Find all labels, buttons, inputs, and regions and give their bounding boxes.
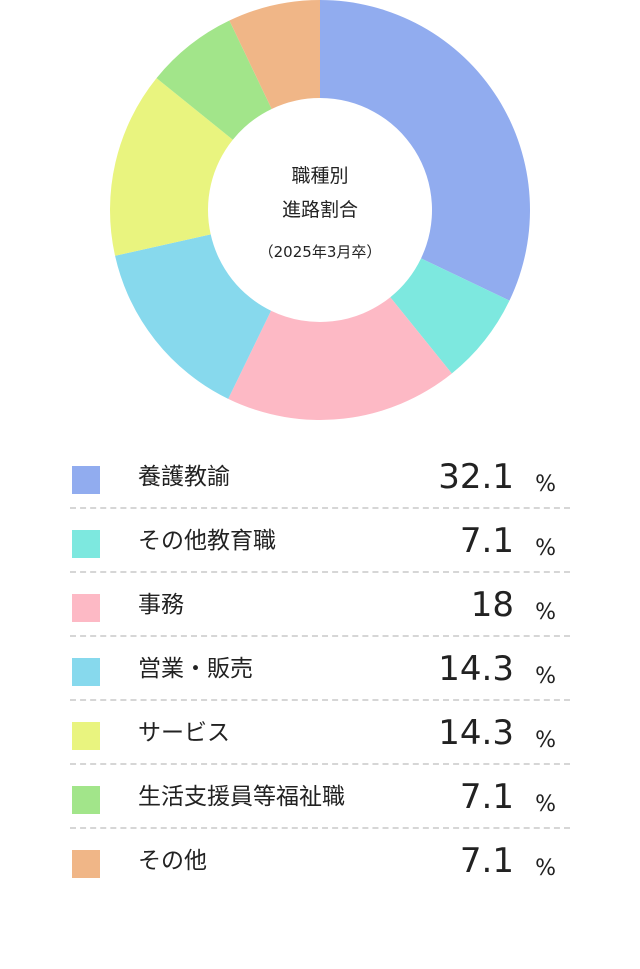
slice-3 (228, 297, 452, 420)
legend-row: 生活支援員等福祉職 7.1% (70, 765, 570, 829)
legend-unit: % (535, 664, 556, 689)
chart-title-line-2: 進路割合 (282, 199, 358, 221)
legend-value: 7.1 (459, 777, 514, 817)
donut-chart: 職種別 進路割合 （2025年3月卒） (110, 0, 530, 420)
legend-swatch (72, 466, 100, 494)
slice-7 (229, 0, 320, 109)
legend-label: 養護教諭 (138, 464, 230, 490)
legend-unit: % (535, 600, 556, 625)
slice-6 (156, 20, 272, 140)
legend-label: サービス (138, 720, 230, 746)
legend-value: 14.3 (438, 713, 514, 753)
slice-5 (110, 78, 233, 256)
slice-4 (115, 234, 272, 399)
legend-unit: % (535, 472, 556, 497)
legend-value: 7.1 (459, 521, 514, 561)
legend-value: 7.1 (459, 841, 514, 881)
donut-slices (110, 0, 530, 420)
legend-unit: % (535, 856, 556, 881)
chart-subtitle: （2025年3月卒） (259, 243, 382, 261)
legend-label: その他 (138, 848, 207, 874)
legend-swatch (72, 722, 100, 750)
legend-unit: % (535, 728, 556, 753)
legend-value: 14.3 (438, 649, 514, 689)
legend-row: その他教育職 7.1% (70, 509, 570, 573)
legend-label: 営業・販売 (138, 656, 253, 682)
slice-1 (320, 0, 530, 301)
legend-unit: % (535, 792, 556, 817)
legend-row: 養護教諭 32.1% (70, 445, 570, 509)
legend-swatch (72, 850, 100, 878)
legend-swatch (72, 594, 100, 622)
legend-row: 事務 18% (70, 573, 570, 637)
legend-value: 18 (470, 585, 514, 625)
legend-swatch (72, 786, 100, 814)
legend-label: その他教育職 (138, 528, 276, 554)
legend: 養護教諭 32.1% その他教育職 7.1% 事務 18% 営業・販売 14.3% サービス 14… (70, 445, 570, 893)
slice-2 (390, 258, 510, 374)
legend-unit: % (535, 536, 556, 561)
legend-row: サービス 14.3% (70, 701, 570, 765)
legend-label: 生活支援員等福祉職 (138, 784, 345, 810)
legend-value: 32.1 (438, 457, 514, 497)
legend-row: 営業・販売 14.3% (70, 637, 570, 701)
legend-row: その他 7.1% (70, 829, 570, 893)
chart-title-line-1: 職種別 (291, 165, 348, 187)
legend-swatch (72, 530, 100, 558)
legend-swatch (72, 658, 100, 686)
legend-label: 事務 (138, 592, 184, 618)
